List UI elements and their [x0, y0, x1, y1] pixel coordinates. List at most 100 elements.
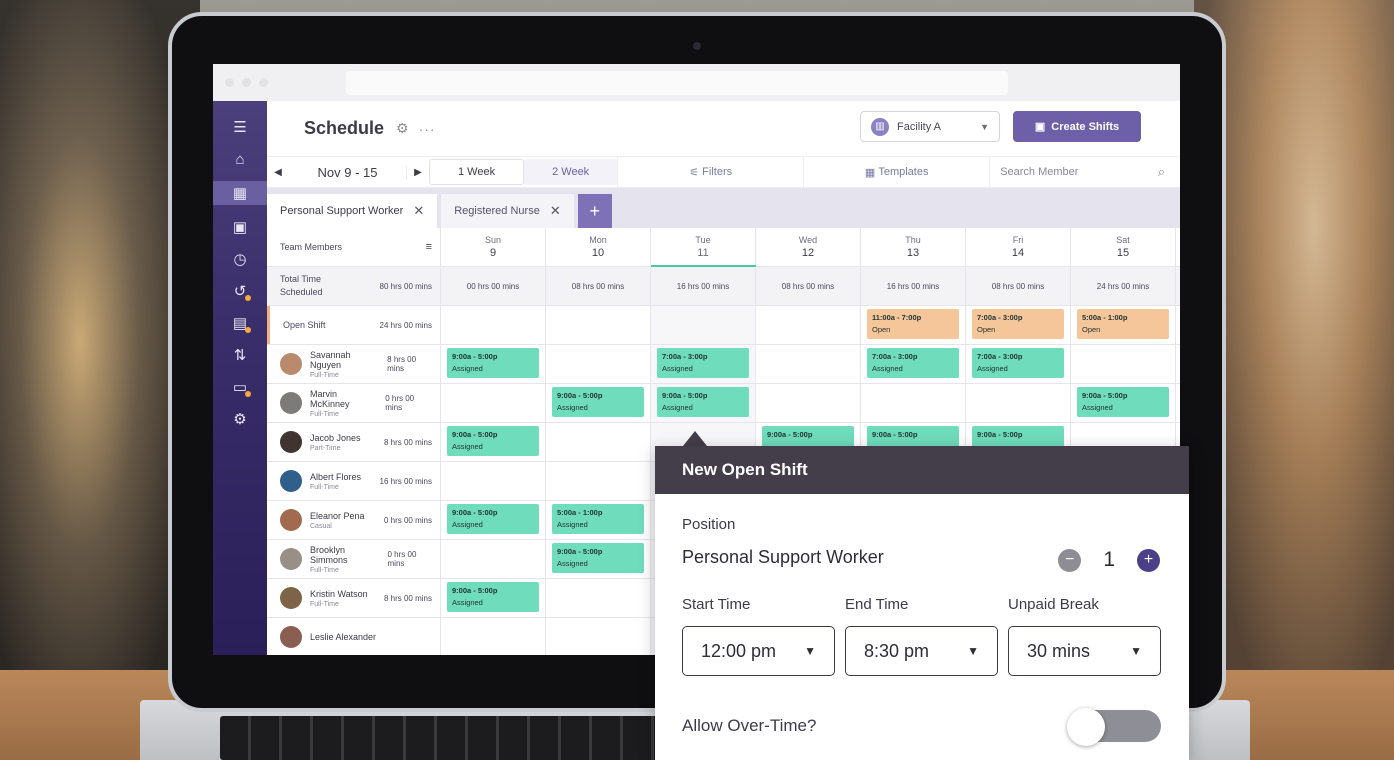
- day-cell[interactable]: 9:00a - 5:00p Assigned: [546, 384, 651, 422]
- chat-icon[interactable]: ▭: [213, 377, 267, 397]
- member-cell[interactable]: Eleanor Pena Casual 0 hrs 00 mins: [267, 501, 441, 539]
- id-card-icon[interactable]: ▤: [213, 313, 267, 333]
- shift-card[interactable]: 9:00a - 5:00p Assigned: [447, 504, 539, 534]
- day-cell[interactable]: [441, 384, 546, 422]
- start-time-select[interactable]: 12:00 pm ▼: [682, 626, 835, 676]
- day-cell[interactable]: 7:00a - 3:00p Open: [966, 306, 1071, 344]
- end-time-select[interactable]: 8:30 pm ▼: [845, 626, 998, 676]
- shift-card[interactable]: 7:00a - 3:00p Assigned: [657, 348, 749, 378]
- shift-status: Assigned: [452, 598, 483, 607]
- day-cell[interactable]: [756, 345, 861, 383]
- clock-icon[interactable]: ◷: [233, 251, 247, 268]
- day-cell[interactable]: [1071, 345, 1176, 383]
- close-icon[interactable]: ✕: [549, 203, 561, 218]
- day-cell[interactable]: [756, 306, 861, 344]
- facility-select[interactable]: ▥ Facility A ▼: [860, 111, 1000, 142]
- unpaid-break-select[interactable]: 30 mins ▼: [1008, 626, 1161, 676]
- day-cell[interactable]: 9:00a - 5:00p Assigned: [441, 345, 546, 383]
- day-cell[interactable]: 9:00a - 5:00p Assigned: [1071, 384, 1176, 422]
- shift-card[interactable]: 7:00a - 3:00p Assigned: [867, 348, 959, 378]
- window-dot[interactable]: [259, 78, 268, 87]
- day-cell[interactable]: [546, 423, 651, 461]
- settings-gear-icon[interactable]: ⚙: [396, 120, 409, 136]
- add-tab-button[interactable]: +: [577, 194, 612, 228]
- shift-card[interactable]: 9:00a - 5:00p Assigned: [447, 348, 539, 378]
- day-cell[interactable]: 9:00a - 5:00p Assigned: [546, 540, 651, 578]
- swap-icon[interactable]: ⇅: [233, 347, 247, 364]
- menu-icon[interactable]: ☰: [233, 119, 247, 136]
- calendar-settings-icon[interactable]: ▣: [232, 219, 248, 236]
- day-cell[interactable]: 9:00a - 5:00p Assigned: [651, 384, 756, 422]
- overtime-toggle[interactable]: [1067, 708, 1161, 746]
- shift-card[interactable]: 5:00a - 1:00p Assigned: [552, 504, 644, 534]
- shift-card[interactable]: 7:00a - 3:00p Open: [972, 309, 1064, 339]
- window-dot[interactable]: [225, 78, 234, 87]
- day-cell[interactable]: [546, 618, 651, 655]
- member-cell[interactable]: Jacob Jones Part-Time 8 hrs 00 mins: [267, 423, 441, 461]
- shift-card[interactable]: 9:00a - 5:00p Assigned: [447, 426, 539, 456]
- day-cell[interactable]: [441, 540, 546, 578]
- member-cell[interactable]: Kristin Watson Full-Time 8 hrs 00 mins: [267, 579, 441, 617]
- day-cell[interactable]: 11:00a - 7:00p Open: [861, 306, 966, 344]
- templates-button[interactable]: ▦ Templates: [803, 156, 989, 188]
- search-input[interactable]: Search Member ⌕: [989, 156, 1175, 188]
- day-cell[interactable]: [756, 384, 861, 422]
- day-cell[interactable]: 9:00a - 5:00p Assigned: [441, 579, 546, 617]
- shift-time: 9:00a - 5:00p: [557, 547, 603, 556]
- sort-icon[interactable]: ≡: [425, 241, 432, 253]
- day-cell[interactable]: [546, 579, 651, 617]
- shift-card[interactable]: 5:00a - 1:00p Open: [1077, 309, 1169, 339]
- tab-registered-nurse[interactable]: Registered Nurse ✕: [441, 194, 574, 228]
- day-cell[interactable]: [966, 384, 1071, 422]
- prev-week-icon[interactable]: ◀: [274, 166, 282, 178]
- two-week-toggle[interactable]: 2 Week: [524, 159, 618, 185]
- day-cell[interactable]: 9:00a - 5:00p Assigned: [441, 423, 546, 461]
- create-shifts-button[interactable]: ▣ Create Shifts: [1013, 111, 1141, 142]
- member-cell[interactable]: Leslie Alexander: [267, 618, 441, 655]
- filters-button[interactable]: ⚟ Filters: [617, 156, 803, 188]
- member-cell[interactable]: Marvin McKinney Full-Time 0 hrs 00 mins: [267, 384, 441, 422]
- close-icon[interactable]: ✕: [413, 203, 425, 218]
- day-cell[interactable]: [546, 462, 651, 500]
- window-dot[interactable]: [242, 78, 251, 87]
- day-cell[interactable]: 7:00a - 3:00p Assigned: [861, 345, 966, 383]
- shift-card[interactable]: 7:00a - 3:00p Assigned: [972, 348, 1064, 378]
- day-cell[interactable]: [651, 306, 756, 344]
- more-options-icon[interactable]: ···: [418, 120, 436, 137]
- building-icon: ▥: [871, 117, 889, 136]
- calendar-icon[interactable]: ▦: [213, 181, 267, 205]
- day-cell[interactable]: 7:00a - 3:00p Assigned: [651, 345, 756, 383]
- day-cell[interactable]: [441, 306, 546, 344]
- day-cell[interactable]: 5:00a - 1:00p Assigned: [546, 501, 651, 539]
- shift-card[interactable]: 9:00a - 5:00p Assigned: [657, 387, 749, 417]
- history-icon[interactable]: ↺: [213, 281, 267, 301]
- day-total: 24 hrs 00 mins: [1071, 267, 1176, 305]
- member-cell[interactable]: Brooklyn Simmons Full-Time 0 hrs 00 mins: [267, 540, 441, 578]
- day-cell[interactable]: [546, 345, 651, 383]
- shift-card[interactable]: 9:00a - 5:00p Assigned: [447, 582, 539, 612]
- day-cell[interactable]: 5:00a - 1:00p Open: [1071, 306, 1176, 344]
- day-cell[interactable]: 7:00a - 3:00p Assigned: [966, 345, 1071, 383]
- shift-card[interactable]: 9:00a - 5:00p Assigned: [552, 387, 644, 417]
- shift-card[interactable]: 11:00a - 7:00p Open: [867, 309, 959, 339]
- day-cell[interactable]: [441, 618, 546, 655]
- next-week-icon[interactable]: ▶: [414, 166, 422, 178]
- home-icon[interactable]: ⌂: [235, 150, 245, 168]
- shift-card[interactable]: 9:00a - 5:00p Assigned: [552, 543, 644, 573]
- gear-icon[interactable]: ⚙: [233, 411, 247, 428]
- day-cell[interactable]: 9:00a - 5:00p Assigned: [441, 501, 546, 539]
- facility-label: Facility A: [897, 120, 942, 133]
- day-cell[interactable]: [441, 462, 546, 500]
- tab-personal-support-worker[interactable]: Personal Support Worker ✕: [267, 194, 438, 228]
- day-cell[interactable]: [1071, 423, 1176, 461]
- one-week-toggle[interactable]: 1 Week: [429, 159, 525, 185]
- member-cell[interactable]: Albert Flores Full-Time 16 hrs 00 mins: [267, 462, 441, 500]
- plus-icon[interactable]: +: [1137, 548, 1160, 572]
- new-open-shift-popup: New Open Shift Position Personal Support…: [655, 446, 1189, 760]
- day-cell[interactable]: [546, 306, 651, 344]
- member-cell[interactable]: Savannah Nguyen Full-Time 8 hrs 00 mins: [267, 345, 441, 383]
- address-bar[interactable]: [346, 70, 1008, 95]
- shift-card[interactable]: 9:00a - 5:00p Assigned: [1077, 387, 1169, 417]
- day-cell[interactable]: [861, 384, 966, 422]
- minus-icon[interactable]: −: [1058, 548, 1082, 572]
